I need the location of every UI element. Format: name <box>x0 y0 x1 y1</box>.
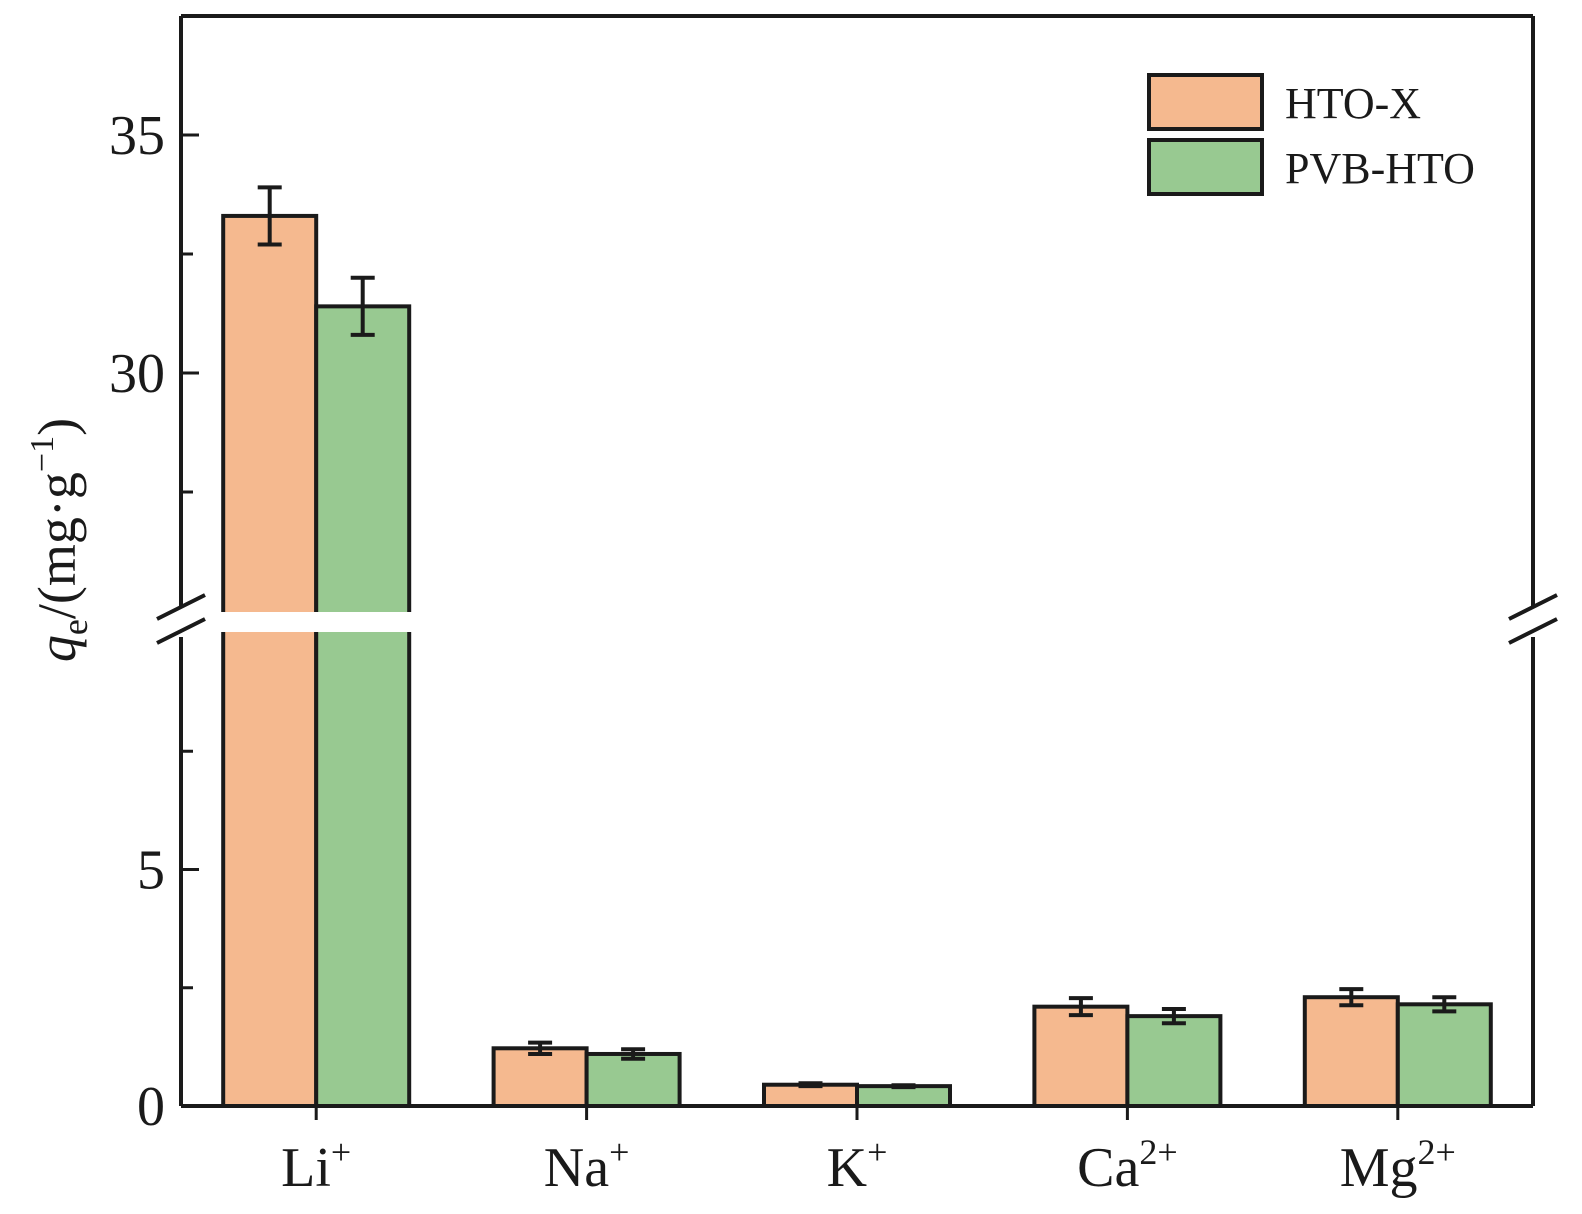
error-bar-mg-htox <box>1339 987 1364 1008</box>
x-tick-label-charge: + <box>867 1132 887 1172</box>
plot-frame <box>156 14 1558 1108</box>
legend-item-htox: HTO-X <box>1147 73 1421 131</box>
x-tick-label-charge: + <box>331 1132 351 1172</box>
error-bars-layer <box>257 185 1457 1090</box>
x-axis-labels: Li+ Na+ K+ Ca2+ Mg2+ <box>281 1132 1456 1199</box>
bar-li-pvbhto <box>314 304 412 1108</box>
error-bar-k-pvbhto <box>891 1083 916 1090</box>
legend: HTO-X PVB-HTO <box>1147 73 1475 196</box>
y-axis-label-unit: /(mg·g <box>27 472 87 619</box>
x-tick-label-ion: Ca <box>1077 1137 1139 1199</box>
x-tick-label-ion: Li <box>281 1137 331 1199</box>
error-bar-na-htox <box>528 1040 553 1056</box>
svg-text:qe/(mg·g−1): qe/(mg·g−1) <box>24 418 95 662</box>
y-tick-label-30: 30 <box>109 343 165 405</box>
legend-item-pvbhto: PVB-HTO <box>1147 138 1475 196</box>
y-axis-label-close: ) <box>27 418 87 436</box>
break-slash-upper <box>1508 593 1558 621</box>
bars-layer <box>221 213 1493 1109</box>
error-bar-li-htox <box>257 185 282 247</box>
axis-break-marker-left <box>156 593 206 645</box>
bar-ca-htox <box>1032 1004 1130 1108</box>
x-tick-label-charge: 2+ <box>1139 1132 1177 1172</box>
x-tick-label-k: K+ <box>827 1132 888 1199</box>
error-bar-na-pvbhto <box>621 1047 646 1061</box>
legend-label-pvbhto: PVB-HTO <box>1285 144 1475 193</box>
bar-na-htox <box>491 1046 589 1108</box>
x-tick-label-ion: Na <box>544 1137 609 1199</box>
error-bar-mg-pvbhto <box>1432 995 1457 1014</box>
y-axis-label-symbol: q <box>27 635 87 662</box>
bar-mg-htox <box>1302 995 1400 1109</box>
x-tick-label-ion: Mg <box>1340 1137 1418 1199</box>
bar-li-htox <box>221 213 319 1109</box>
bar-na-pvbhto <box>584 1051 682 1108</box>
axis-break-gap <box>183 612 1531 632</box>
y-axis-label-subscript: e <box>55 619 95 635</box>
break-slash-lower <box>156 617 206 645</box>
error-bar-li-pvbhto <box>350 275 375 337</box>
bar-mg-pvbhto <box>1395 1002 1493 1108</box>
x-tick-label-na: Na+ <box>544 1132 630 1199</box>
legend-swatch-htox <box>1147 73 1264 131</box>
y-tick-label-0: 0 <box>137 1076 165 1138</box>
error-bar-ca-pvbhto <box>1161 1007 1186 1026</box>
break-slash-lower <box>1508 617 1558 645</box>
legend-label-htox: HTO-X <box>1285 79 1421 128</box>
axis-break-marker-right <box>1508 593 1558 645</box>
x-tick-label-charge: + <box>609 1132 629 1172</box>
x-tick-label-li: Li+ <box>281 1132 351 1199</box>
bar-ca-pvbhto <box>1125 1014 1223 1109</box>
break-slash-upper <box>156 593 206 621</box>
x-tick-label-charge: 2+ <box>1418 1132 1456 1172</box>
y-axis-ticks: 0 5 30 35 <box>109 105 1400 1138</box>
y-tick-label-5: 5 <box>137 840 165 902</box>
bar-k-pvbhto <box>855 1084 952 1109</box>
error-bar-k-htox <box>798 1081 823 1089</box>
x-tick-label-mg: Mg2+ <box>1340 1132 1456 1199</box>
y-tick-label-35: 35 <box>109 105 165 167</box>
x-tick-label-ca: Ca2+ <box>1077 1132 1178 1199</box>
legend-swatch-pvbhto <box>1147 138 1264 196</box>
error-bar-ca-htox <box>1068 996 1093 1018</box>
x-tick-label-ion: K <box>827 1137 867 1199</box>
y-axis-label-exponent: −1 <box>24 436 61 472</box>
y-axis-label: qe/(mg·g−1) <box>24 418 95 662</box>
